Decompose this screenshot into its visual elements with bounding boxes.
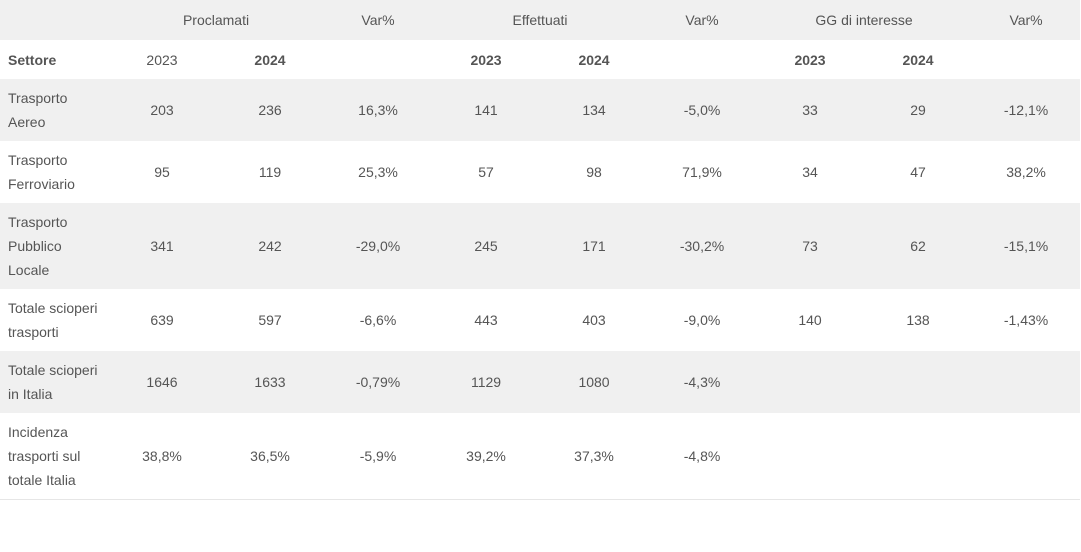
group-header-row: Proclamati Var% Effettuati Var% GG di intere… bbox=[0, 0, 1081, 40]
value-cell: 134 bbox=[582, 102, 606, 118]
column-header-row: Settore 2023 2024 2023 2024 2023 2024 bbox=[0, 40, 1080, 79]
year-header: 2024 bbox=[902, 51, 934, 68]
group-header: GG di interesse bbox=[815, 12, 913, 28]
value-cell: 443 bbox=[474, 312, 498, 328]
year-header: 2023 bbox=[146, 51, 178, 68]
value-cell: 29 bbox=[910, 102, 926, 118]
sector-cell: Incidenza trasporti sul totale Italia bbox=[0, 413, 108, 500]
value-cell: 95 bbox=[154, 164, 170, 180]
value-cell: -4,3% bbox=[683, 374, 721, 390]
year-header: 2024 bbox=[578, 51, 610, 68]
value-cell: 73 bbox=[802, 238, 818, 254]
value-cell: -30,2% bbox=[679, 238, 725, 254]
value-cell: -6,6% bbox=[359, 312, 397, 328]
value-cell: 639 bbox=[150, 312, 174, 328]
value-cell: 34 bbox=[802, 164, 818, 180]
value-cell: -5,0% bbox=[683, 102, 721, 118]
value-cell: 71,9% bbox=[682, 164, 722, 180]
value-cell: 57 bbox=[478, 164, 494, 180]
value-cell: 38,2% bbox=[1006, 164, 1046, 180]
empty-cell bbox=[0, 0, 108, 40]
table-row: Totale scioperi in Italia 1646 1633 -0,79% 1… bbox=[0, 351, 1081, 413]
value-cell: 138 bbox=[906, 312, 930, 328]
table-row: Trasporto Ferroviario 95 119 25,3% 57 98 71,9%… bbox=[0, 141, 1080, 203]
data-table: Proclamati Var% Effettuati Var% GG di intere… bbox=[0, 0, 1081, 500]
value-cell: 36,5% bbox=[216, 413, 325, 500]
value-cell: -12,1% bbox=[1003, 102, 1049, 118]
value-cell: 171 bbox=[582, 238, 606, 254]
table-row: Incidenza trasporti sul totale Italia 38,… bbox=[0, 413, 1081, 500]
value-cell: 1129 bbox=[470, 374, 502, 390]
value-cell: 1633 bbox=[254, 374, 286, 390]
empty-cell bbox=[756, 351, 864, 413]
value-cell: -0,79% bbox=[355, 374, 401, 390]
value-cell: 39,2% bbox=[432, 413, 541, 500]
value-cell: -29,0% bbox=[355, 238, 401, 254]
value-cell: 1646 bbox=[146, 374, 178, 390]
year-header: 2024 bbox=[254, 51, 286, 68]
group-header: Proclamati bbox=[182, 12, 250, 28]
value-cell: 98 bbox=[586, 164, 602, 180]
table-row: Totale scioperi trasporti 639 597 -6,6% 443 4… bbox=[0, 289, 1080, 351]
value-cell: 597 bbox=[258, 312, 282, 328]
value-cell: 203 bbox=[150, 102, 174, 118]
empty-cell bbox=[972, 40, 1080, 79]
group-header: Effettuati bbox=[512, 12, 568, 28]
table-row: Trasporto Pubblico Locale 341 242 -29,0% 245… bbox=[0, 203, 1081, 289]
empty-cell bbox=[972, 351, 1080, 413]
value-cell: 62 bbox=[910, 238, 926, 254]
group-header: Var% bbox=[1009, 12, 1043, 28]
group-header: Var% bbox=[685, 12, 719, 28]
empty-cell bbox=[972, 413, 1081, 500]
empty-cell bbox=[756, 413, 865, 500]
table-row: Trasporto Aereo 203 236 16,3% 141 134 -5,0% 33 2… bbox=[0, 79, 1081, 141]
sector-cell: Trasporto Aereo bbox=[8, 90, 68, 130]
empty-cell bbox=[324, 40, 432, 79]
value-cell: 141 bbox=[474, 102, 498, 118]
sector-cell: Totale scioperi trasporti bbox=[8, 300, 98, 340]
value-cell: 341 bbox=[150, 238, 174, 254]
value-cell: 236 bbox=[258, 102, 282, 118]
value-cell: -4,8% bbox=[648, 413, 757, 500]
value-cell: -1,43% bbox=[1003, 312, 1049, 328]
year-header: 2023 bbox=[794, 51, 826, 68]
value-cell: 16,3% bbox=[358, 102, 398, 118]
value-cell: 119 bbox=[258, 164, 282, 180]
sector-cell: Trasporto Pubblico Locale bbox=[8, 214, 68, 278]
year-header: 2023 bbox=[470, 51, 502, 68]
value-cell: -15,1% bbox=[1003, 238, 1049, 254]
value-cell: 140 bbox=[798, 312, 822, 328]
value-cell: -5,9% bbox=[324, 413, 433, 500]
empty-cell bbox=[648, 40, 756, 79]
value-cell: 25,3% bbox=[358, 164, 398, 180]
sector-cell: Trasporto Ferroviario bbox=[8, 152, 75, 192]
table-body: Trasporto Aereo 203 236 16,3% 141 134 -5,0% 33 2… bbox=[0, 79, 1081, 500]
value-cell: 242 bbox=[258, 238, 282, 254]
value-cell: 47 bbox=[910, 164, 926, 180]
sector-cell: Totale scioperi in Italia bbox=[8, 362, 98, 402]
value-cell: 37,3% bbox=[540, 413, 649, 500]
group-header: Var% bbox=[361, 12, 395, 28]
value-cell: 245 bbox=[474, 238, 498, 254]
value-cell: 38,8% bbox=[108, 413, 216, 500]
value-cell: 1080 bbox=[578, 374, 610, 390]
sector-header: Settore bbox=[8, 51, 57, 68]
empty-cell bbox=[864, 351, 972, 413]
value-cell: 403 bbox=[582, 312, 606, 328]
empty-cell bbox=[864, 413, 973, 500]
value-cell: 33 bbox=[802, 102, 818, 118]
value-cell: -9,0% bbox=[683, 312, 721, 328]
